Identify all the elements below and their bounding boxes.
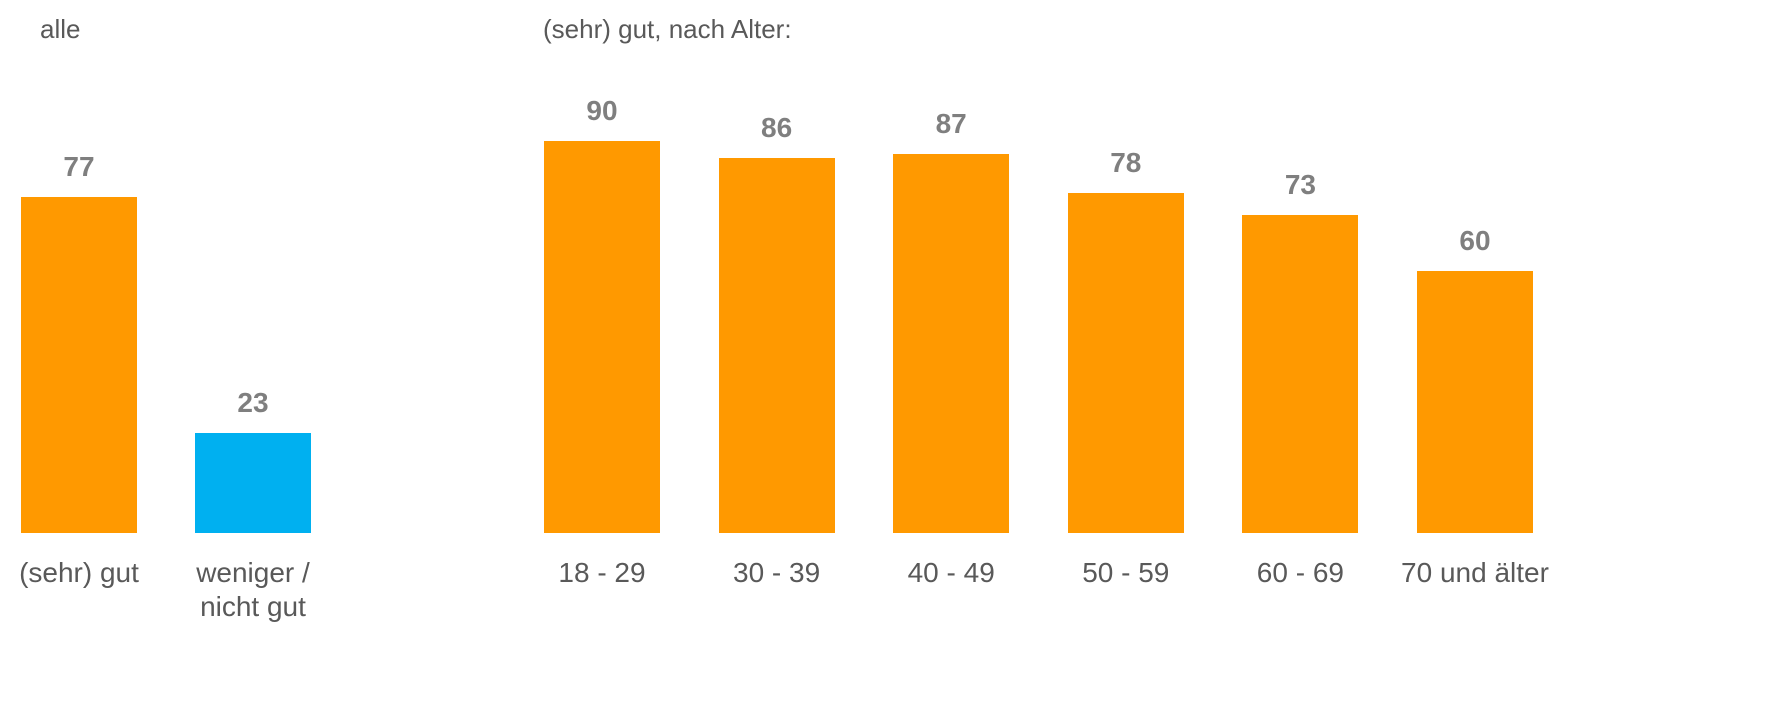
bar xyxy=(195,432,311,533)
value-label: 60 xyxy=(1459,225,1491,257)
value-label: 86 xyxy=(761,112,793,144)
x-tick-label: 70 und älter xyxy=(1401,557,1549,588)
x-tick-label: weniger / nicht gut xyxy=(196,557,310,622)
x-tick-label: 40 - 49 xyxy=(907,557,995,588)
bar xyxy=(1067,192,1184,533)
value-label: 73 xyxy=(1284,168,1316,200)
bar xyxy=(718,158,835,533)
chart-title: (sehr) gut, nach Alter: xyxy=(543,14,792,44)
x-tick-label: 18 - 29 xyxy=(558,557,646,588)
chart-title: alle xyxy=(40,14,81,44)
bar xyxy=(1417,271,1533,533)
bar xyxy=(21,197,137,533)
value-label: 78 xyxy=(1110,146,1142,178)
value-label: 87 xyxy=(935,107,967,139)
value-label: 77 xyxy=(63,151,95,183)
bar xyxy=(544,140,660,533)
x-tick-label: 30 - 39 xyxy=(733,557,821,588)
x-tick-label: 60 - 69 xyxy=(1256,557,1344,588)
x-tick-label: (sehr) gut xyxy=(19,557,139,588)
bar xyxy=(1242,214,1359,533)
value-label: 23 xyxy=(237,386,269,418)
bar xyxy=(893,153,1010,533)
x-tick-label: 50 - 59 xyxy=(1082,557,1170,588)
value-label: 90 xyxy=(586,94,618,126)
